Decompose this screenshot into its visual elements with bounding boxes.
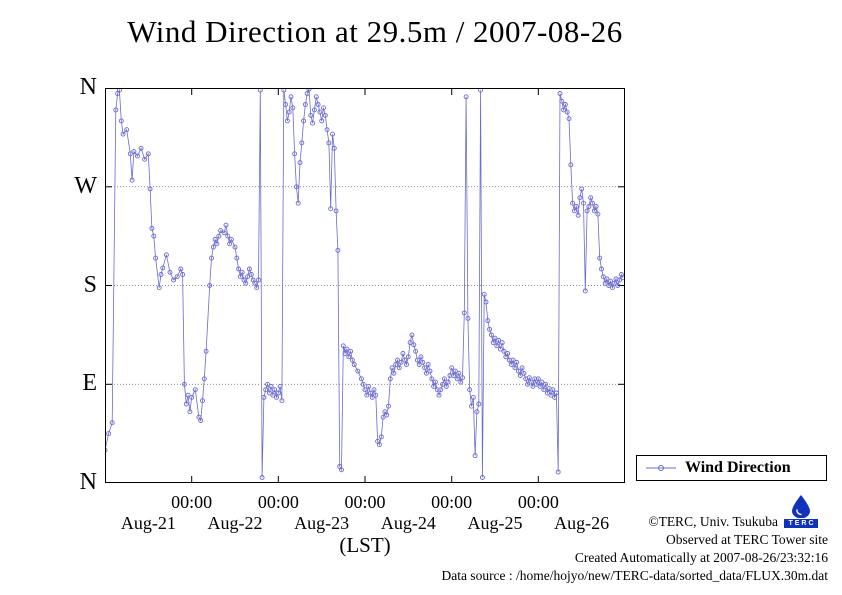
x-tick-label: 00:00 [344, 492, 386, 512]
copyright-text: ©TERC, Univ. Tsukuba [648, 514, 778, 529]
x-day-label: Aug-24 [380, 513, 436, 533]
legend-label: Wind Direction [685, 459, 791, 476]
legend-marker-icon [646, 465, 676, 471]
x-day-label: Aug-22 [207, 513, 263, 533]
wind-direction-plot [105, 88, 625, 483]
x-tick-label: 00:00 [171, 492, 213, 512]
datasource-text: Data source : /home/hojyo/new/TERC-data/… [441, 568, 828, 583]
x-day-label: Aug-23 [294, 513, 350, 533]
x-day-label: Aug-25 [467, 513, 523, 533]
y-tick-label: W [74, 172, 97, 199]
y-tick-label: N [79, 468, 97, 495]
created-text: Created Automatically at 2007-08-26/23:3… [574, 550, 828, 565]
y-tick-label: S [83, 271, 97, 298]
x-day-label: Aug-26 [554, 513, 610, 533]
observed-text: Observed at TERC Tower site [665, 532, 828, 547]
x-tick-label: 00:00 [431, 492, 473, 512]
water-drop-icon [792, 495, 810, 518]
x-tick-label: 00:00 [257, 492, 299, 512]
legend-box: Wind Direction [636, 455, 827, 481]
x-axis-unit-label: (LST) [339, 533, 391, 557]
y-tick-label: N [79, 73, 97, 100]
x-day-label: Aug-21 [120, 513, 176, 533]
terc-logo-text: TERC [784, 519, 818, 528]
y-tick-label: E [82, 370, 97, 397]
chart-title: Wind Direction at 29.5m / 2007-08-26 [127, 14, 623, 49]
terc-logo: TERC [784, 494, 818, 528]
x-tick-label: 00:00 [517, 492, 559, 512]
